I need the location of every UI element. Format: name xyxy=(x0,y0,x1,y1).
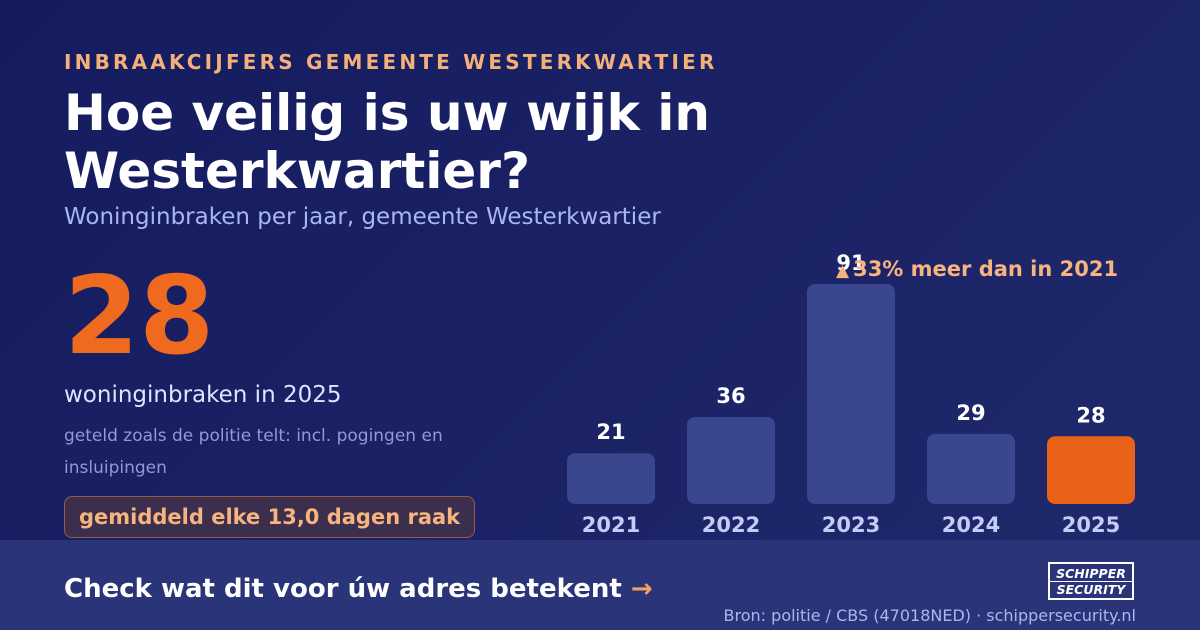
x-tick-label-2023: 2023 xyxy=(822,513,880,537)
triangle-up-icon: ▲ xyxy=(836,261,850,281)
cta-link[interactable]: Check wat dit voor úw adres betekent → xyxy=(64,574,653,604)
logo-line-1: SCHIPPER xyxy=(1056,566,1126,581)
delta-annotation: ▲ 33% meer dan in 2021 xyxy=(836,257,1118,281)
highlight-number: 28 xyxy=(64,254,215,379)
footer: Check wat dit voor úw adres betekent → S… xyxy=(0,540,1200,630)
bar-chart-svg: 21 2021 36 2022 91 2023 29 2024 28 2025 xyxy=(567,251,1135,537)
page-title: Hoe veilig is uw wijk in Westerkwartier? xyxy=(64,84,710,200)
bar-2021 xyxy=(567,453,655,504)
logo-line-2: SECURITY xyxy=(1050,581,1132,597)
highlight-caption: woninginbraken in 2025 xyxy=(64,382,342,408)
logo: SCHIPPER SECURITY xyxy=(1048,562,1134,600)
bar-2024 xyxy=(927,433,1015,504)
x-tick-label-2021: 2021 xyxy=(582,513,640,537)
bar-2025 xyxy=(1047,436,1135,504)
cta-label: Check wat dit voor úw adres betekent xyxy=(64,574,622,604)
bar-chart: 21 2021 36 2022 91 2023 29 2024 28 2025 xyxy=(560,240,1150,540)
subtitle: Woninginbraken per jaar, gemeente Wester… xyxy=(64,204,661,230)
bar-value-label-2024: 29 xyxy=(956,401,985,425)
bar-value-label-2022: 36 xyxy=(716,384,745,408)
bar-value-label-2021: 21 xyxy=(596,420,625,444)
arrow-right-icon: → xyxy=(630,574,653,604)
highlight-note: geteld zoals de politie telt: incl. pogi… xyxy=(64,426,443,478)
x-tick-label-2025: 2025 xyxy=(1062,513,1120,537)
bar-2022 xyxy=(687,416,775,504)
delta-text: 33% meer dan in 2021 xyxy=(853,257,1119,281)
bar-value-label-2025: 28 xyxy=(1076,403,1105,427)
bar-2023 xyxy=(807,284,895,504)
x-tick-label-2024: 2024 xyxy=(942,513,1000,537)
eyebrow: INBRAAKCIJFERS GEMEENTE WESTERKWARTIER xyxy=(64,50,718,74)
frequency-badge: gemiddeld elke 13,0 dagen raak xyxy=(64,496,476,538)
bar-value-label-2023: 91 xyxy=(836,251,865,275)
x-tick-label-2022: 2022 xyxy=(702,513,760,537)
source-text: Bron: politie / CBS (47018NED) · schippe… xyxy=(723,606,1136,625)
